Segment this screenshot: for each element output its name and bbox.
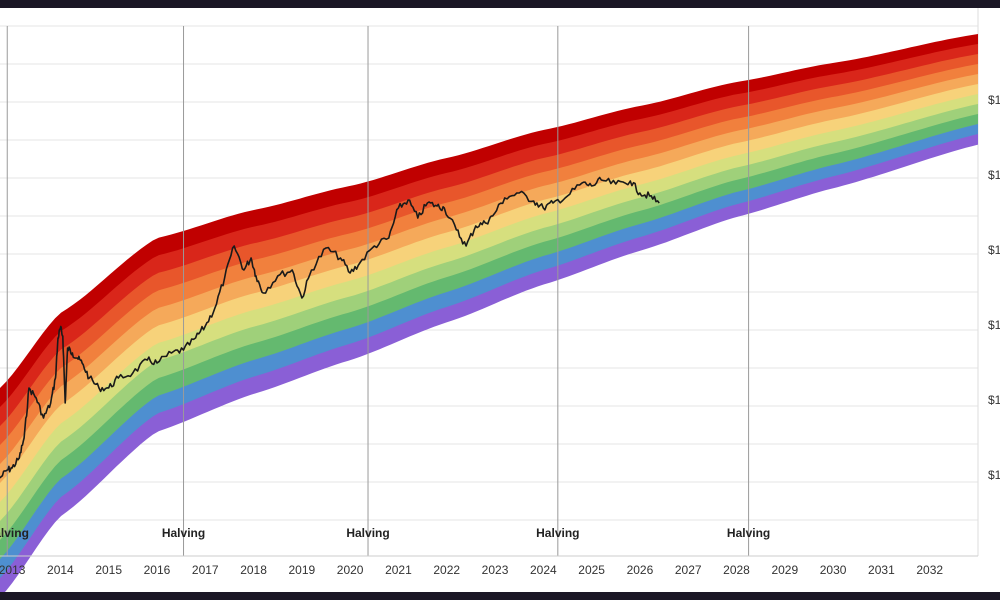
x-tick-label: 2032 — [916, 563, 943, 577]
x-tick-label: 2021 — [385, 563, 412, 577]
rainbow-chart: Halving Halving Halving Halving Halving 2013… — [0, 8, 1000, 592]
halving-label: Halving — [162, 526, 205, 540]
x-tick-label: 2016 — [144, 563, 171, 577]
x-axis: 2013 2014 2015 2016 2017 2018 2019 2020 2021 2022… — [0, 555, 978, 577]
y-tick-label: $1 — [988, 168, 1000, 182]
x-tick-label: 2020 — [337, 563, 364, 577]
x-tick-label: 2025 — [578, 563, 605, 577]
halving-labels: Halving Halving Halving Halving Halving — [0, 526, 770, 540]
x-tick-label: 2028 — [723, 563, 750, 577]
x-tick-label: 2029 — [771, 563, 798, 577]
y-tick-label: $1 — [988, 393, 1000, 407]
x-tick-label: 2015 — [95, 563, 122, 577]
y-tick-label: $1 — [988, 468, 1000, 482]
rainbow-bands — [0, 34, 978, 592]
x-tick-label: 2026 — [627, 563, 654, 577]
x-tick-label: 2019 — [289, 563, 316, 577]
price-line — [0, 176, 660, 479]
halving-label: Halving — [0, 526, 29, 540]
y-tick-label: $1 — [988, 318, 1000, 332]
x-tick-label: 2018 — [240, 563, 267, 577]
x-tick-label: 2017 — [192, 563, 219, 577]
y-axis: $1 $1 $1 $1 $1 $1 — [988, 93, 1000, 482]
x-tick-label: 2024 — [530, 563, 557, 577]
halving-label: Halving — [727, 526, 770, 540]
x-tick-label: 2027 — [675, 563, 702, 577]
y-tick-label: $1 — [988, 243, 1000, 257]
y-tick-label: $1 — [988, 93, 1000, 107]
halving-label: Halving — [346, 526, 389, 540]
halving-label: Halving — [536, 526, 579, 540]
chart-frame: Halving Halving Halving Halving Halving 2013… — [0, 8, 1000, 592]
x-tick-label: 2031 — [868, 563, 895, 577]
halving-lines — [6, 26, 750, 556]
x-tick-label: 2030 — [820, 563, 847, 577]
x-tick-label: 2013 — [0, 563, 26, 577]
x-tick-label: 2022 — [433, 563, 460, 577]
x-tick-label: 2014 — [47, 563, 74, 577]
x-tick-label: 2023 — [482, 563, 509, 577]
